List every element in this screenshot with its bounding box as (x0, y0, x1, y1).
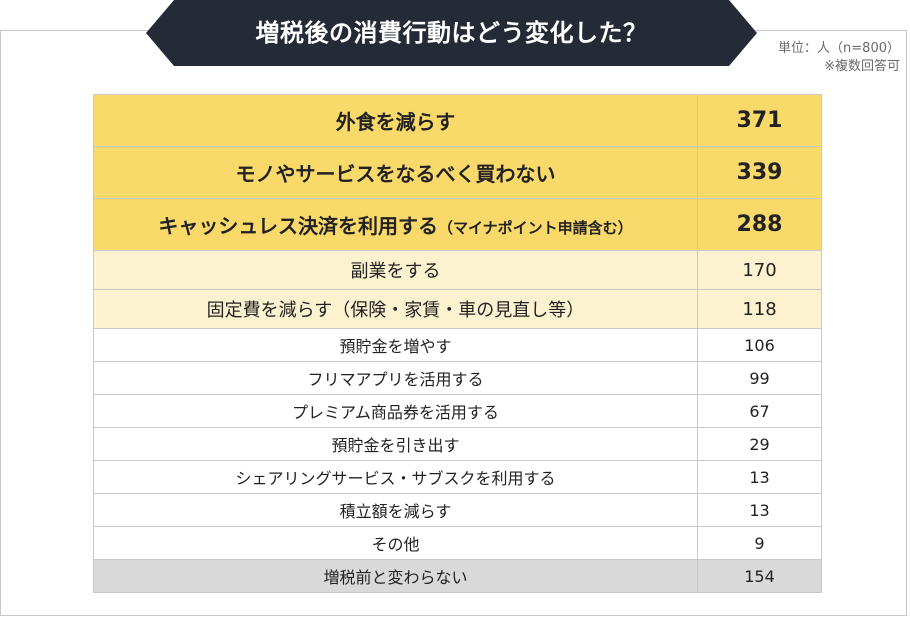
row-value: 67 (697, 394, 822, 428)
row-label: シェアリングサービス・サブスクを利用する (93, 460, 698, 494)
row-value: 154 (697, 559, 822, 593)
table-row: その他 9 (93, 526, 822, 560)
row-label: 増税前と変わらない (93, 559, 698, 593)
row-label: モノやサービスをなるべく買わない (93, 146, 698, 199)
unit-note: 単位：人（n=800） ※複数回答可 (778, 40, 900, 76)
row-label-subtext: （マイナポイント申請含む） (437, 219, 633, 237)
row-label: その他 (93, 526, 698, 560)
row-label-text: シェアリングサービス・サブスクを利用する (235, 469, 556, 488)
row-value: 13 (697, 493, 822, 527)
row-label: 預貯金を引き出す (93, 427, 698, 461)
row-label-text: 外食を減らす (335, 110, 456, 134)
row-label: 預貯金を増やす (93, 328, 698, 362)
results-table: 外食を減らす 371 モノやサービスをなるべく買わない 339 キャッシュレス決済を利用… (93, 94, 822, 593)
row-label-text: 増税前と変わらない (323, 568, 468, 587)
row-label: 固定費を減らす（保険・家賃・車の見直し等） (93, 289, 698, 329)
unit-label: 単位：人（n=800） (778, 41, 900, 56)
row-label: 積立額を減らす (93, 493, 698, 527)
row-label: 副業をする (93, 250, 698, 290)
table-row: 預貯金を引き出す 29 (93, 427, 822, 461)
table-row: 固定費を減らす（保険・家賃・車の見直し等） 118 (93, 289, 822, 329)
row-value: 13 (697, 460, 822, 494)
table-row: キャッシュレス決済を利用する（マイナポイント申請含む） 288 (93, 198, 822, 251)
row-value: 99 (697, 361, 822, 395)
row-label-text: キャッシュレス決済を利用する (158, 214, 438, 238)
row-label-text: 預貯金を増やす (339, 337, 452, 356)
row-label-text: プレミアム商品券を活用する (292, 403, 499, 422)
table-row: 預貯金を増やす 106 (93, 328, 822, 362)
table-row: 増税前と変わらない 154 (93, 559, 822, 593)
row-value: 288 (697, 198, 822, 251)
row-label: プレミアム商品券を活用する (93, 394, 698, 428)
banner-shape (146, 0, 757, 66)
row-label-text: フリマアプリを活用する (307, 370, 484, 389)
table-row: モノやサービスをなるべく買わない 339 (93, 146, 822, 199)
row-value: 170 (697, 250, 822, 290)
row-label-text: その他 (371, 535, 420, 554)
row-value: 9 (697, 526, 822, 560)
table-row: 副業をする 170 (93, 250, 822, 290)
multi-answer-note: ※複数回答可 (824, 59, 900, 74)
row-label: 外食を減らす (93, 94, 698, 147)
title-banner: 増税後の消費行動はどう変化した？ (146, 0, 757, 66)
row-value: 339 (697, 146, 822, 199)
row-value: 106 (697, 328, 822, 362)
chart-title: 増税後の消費行動はどう変化した？ (255, 19, 648, 47)
row-value: 371 (697, 94, 822, 147)
row-label-text: 預貯金を引き出す (331, 436, 460, 455)
table-row: 外食を減らす 371 (93, 94, 822, 147)
table-row: フリマアプリを活用する 99 (93, 361, 822, 395)
results-table-body: 外食を減らす 371 モノやサービスをなるべく買わない 339 キャッシュレス決済を利用… (93, 94, 822, 593)
row-label: キャッシュレス決済を利用する（マイナポイント申請含む） (93, 198, 698, 251)
row-label: フリマアプリを活用する (93, 361, 698, 395)
row-label-text: モノやサービスをなるべく買わない (235, 162, 556, 186)
row-label-text: 副業をする (350, 261, 441, 282)
row-label-text: 積立額を減らす (339, 502, 452, 521)
row-label-text: 固定費を減らす（保険・家賃・車の見直し等） (206, 300, 585, 321)
table-row: シェアリングサービス・サブスクを利用する 13 (93, 460, 822, 494)
row-value: 118 (697, 289, 822, 329)
row-value: 29 (697, 427, 822, 461)
table-row: プレミアム商品券を活用する 67 (93, 394, 822, 428)
table-row: 積立額を減らす 13 (93, 493, 822, 527)
